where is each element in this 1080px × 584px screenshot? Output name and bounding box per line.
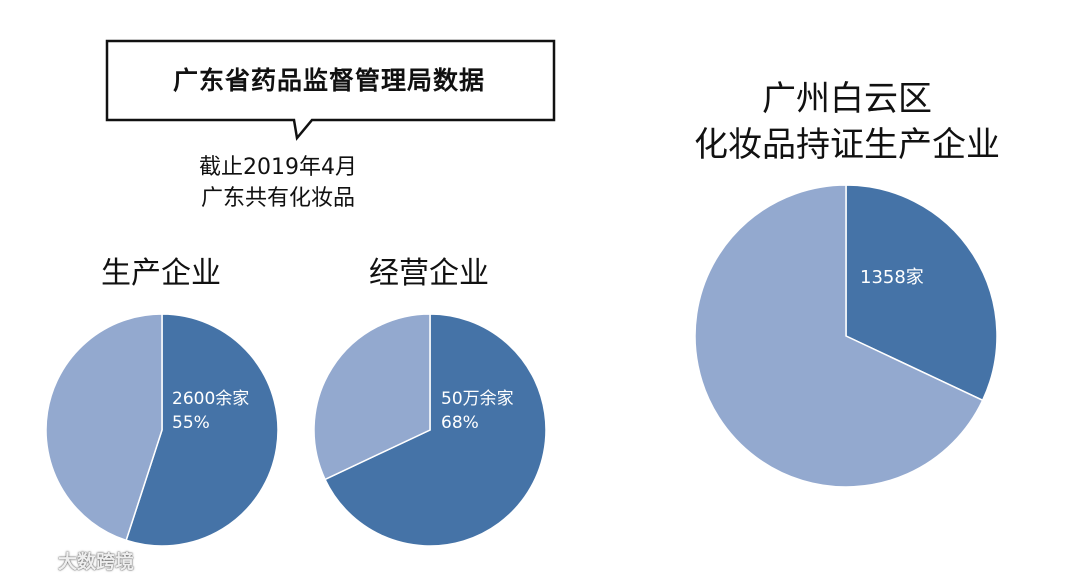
pie-slice-baiyun-0	[845, 184, 998, 402]
slice-percent-production: 55%	[172, 413, 210, 433]
pie-chart-baiyun	[694, 184, 998, 488]
pie-title-baiyun: 广州白云区 化妆品持证生产企业	[682, 76, 1012, 168]
watermark: 大数跨境	[10, 547, 134, 574]
callout-text: 广东省药品监督管理局数据	[172, 66, 485, 95]
pie-slice-production-1	[45, 313, 163, 542]
pie-slice-business-0	[324, 313, 547, 547]
slice-count-baiyun: 1358家	[860, 267, 924, 288]
pie-slice-business-1	[313, 313, 431, 481]
pie-title-production: 生产企业	[101, 256, 221, 291]
pie-slice-baiyun-1	[694, 184, 984, 488]
subtitle: 截止2019年4月 广东共有化妆品	[168, 152, 388, 214]
slice-label-business: 50万余家 68%	[441, 387, 514, 435]
pie-title-baiyun-line-1: 广州白云区	[762, 79, 932, 119]
speech-bubble-shape	[105, 39, 556, 141]
slice-count-business: 50万余家	[441, 389, 514, 409]
slice-percent-business: 68%	[441, 413, 479, 433]
subtitle-line-1: 截止2019年4月	[199, 155, 357, 180]
slice-label-production: 2600余家 55%	[172, 387, 249, 435]
subtitle-line-2: 广东共有化妆品	[200, 186, 355, 211]
pie-chart-business	[313, 313, 547, 547]
pie-slice-production-0	[125, 313, 279, 547]
pie-title-baiyun-line-2: 化妆品持证生产企业	[694, 125, 1000, 165]
slice-count-production: 2600余家	[172, 389, 250, 409]
watermark-logo-icon	[11, 554, 52, 569]
pie-chart-production	[45, 313, 279, 547]
slice-label-baiyun: 1358家	[860, 266, 924, 290]
watermark-text: 大数跨境	[58, 551, 135, 573]
pie-title-business: 经营企业	[369, 256, 489, 291]
